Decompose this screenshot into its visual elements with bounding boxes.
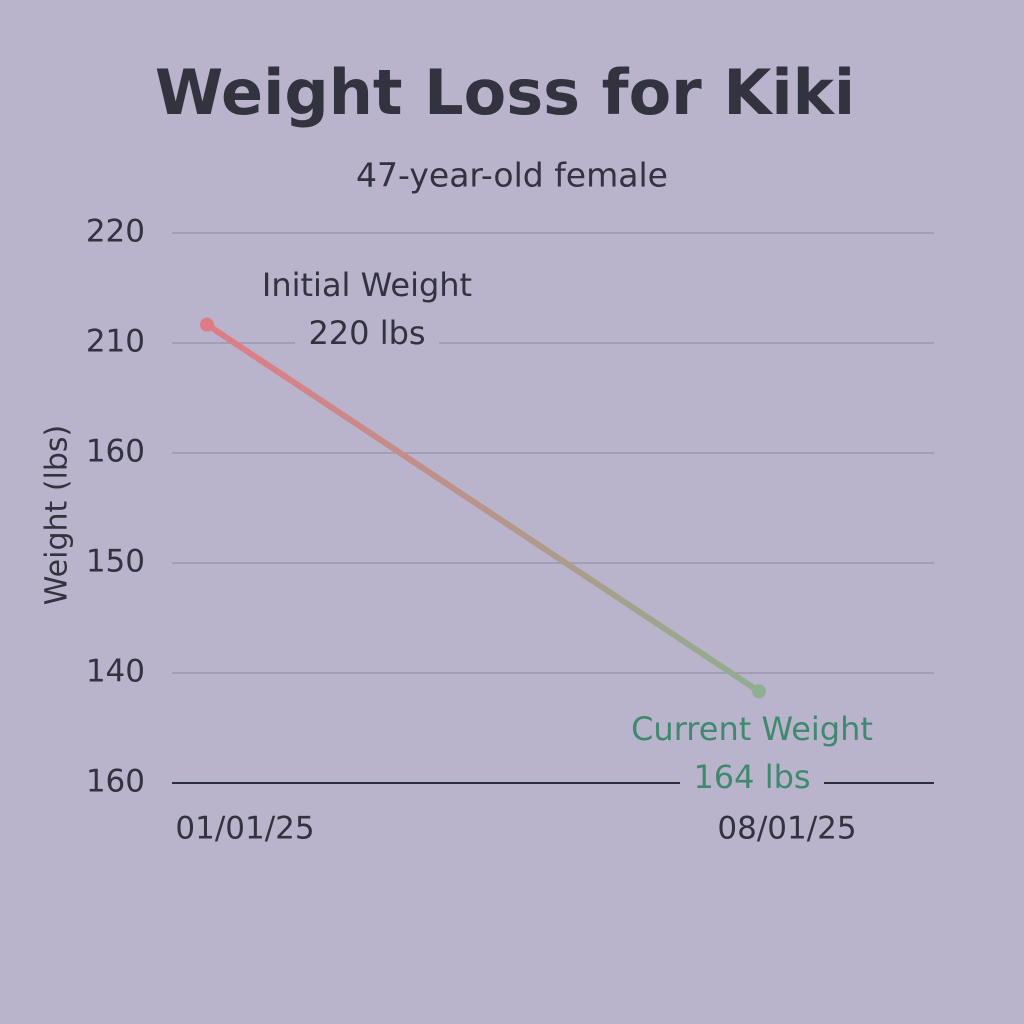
x-tick-label: 08/01/25 [717,811,856,847]
y-tick-label: 150 [86,544,145,580]
data-label: 220 lbs [308,314,425,352]
y-axis-label: Weight (lbs) [40,425,75,605]
annotation: Current Weight [631,710,873,748]
point [200,317,214,332]
data-label: 164 lbs [693,758,810,796]
y-tick-label: 220 [86,214,145,250]
point [752,684,766,699]
y-tick-label: 210 [86,324,145,360]
chart-subtitle: 47-year-old female [356,156,668,195]
annotation: Initial Weight [262,266,472,304]
label-background [295,315,439,355]
chart-title: Weight Loss for Kiki [155,56,855,129]
label-background [680,759,824,799]
y-tick-label: 140 [86,654,145,690]
y-tick-label: 160 [86,434,145,470]
line [204,321,762,695]
x-tick-label: 01/01/25 [175,811,314,847]
y-tick-label: 160 [86,764,145,800]
